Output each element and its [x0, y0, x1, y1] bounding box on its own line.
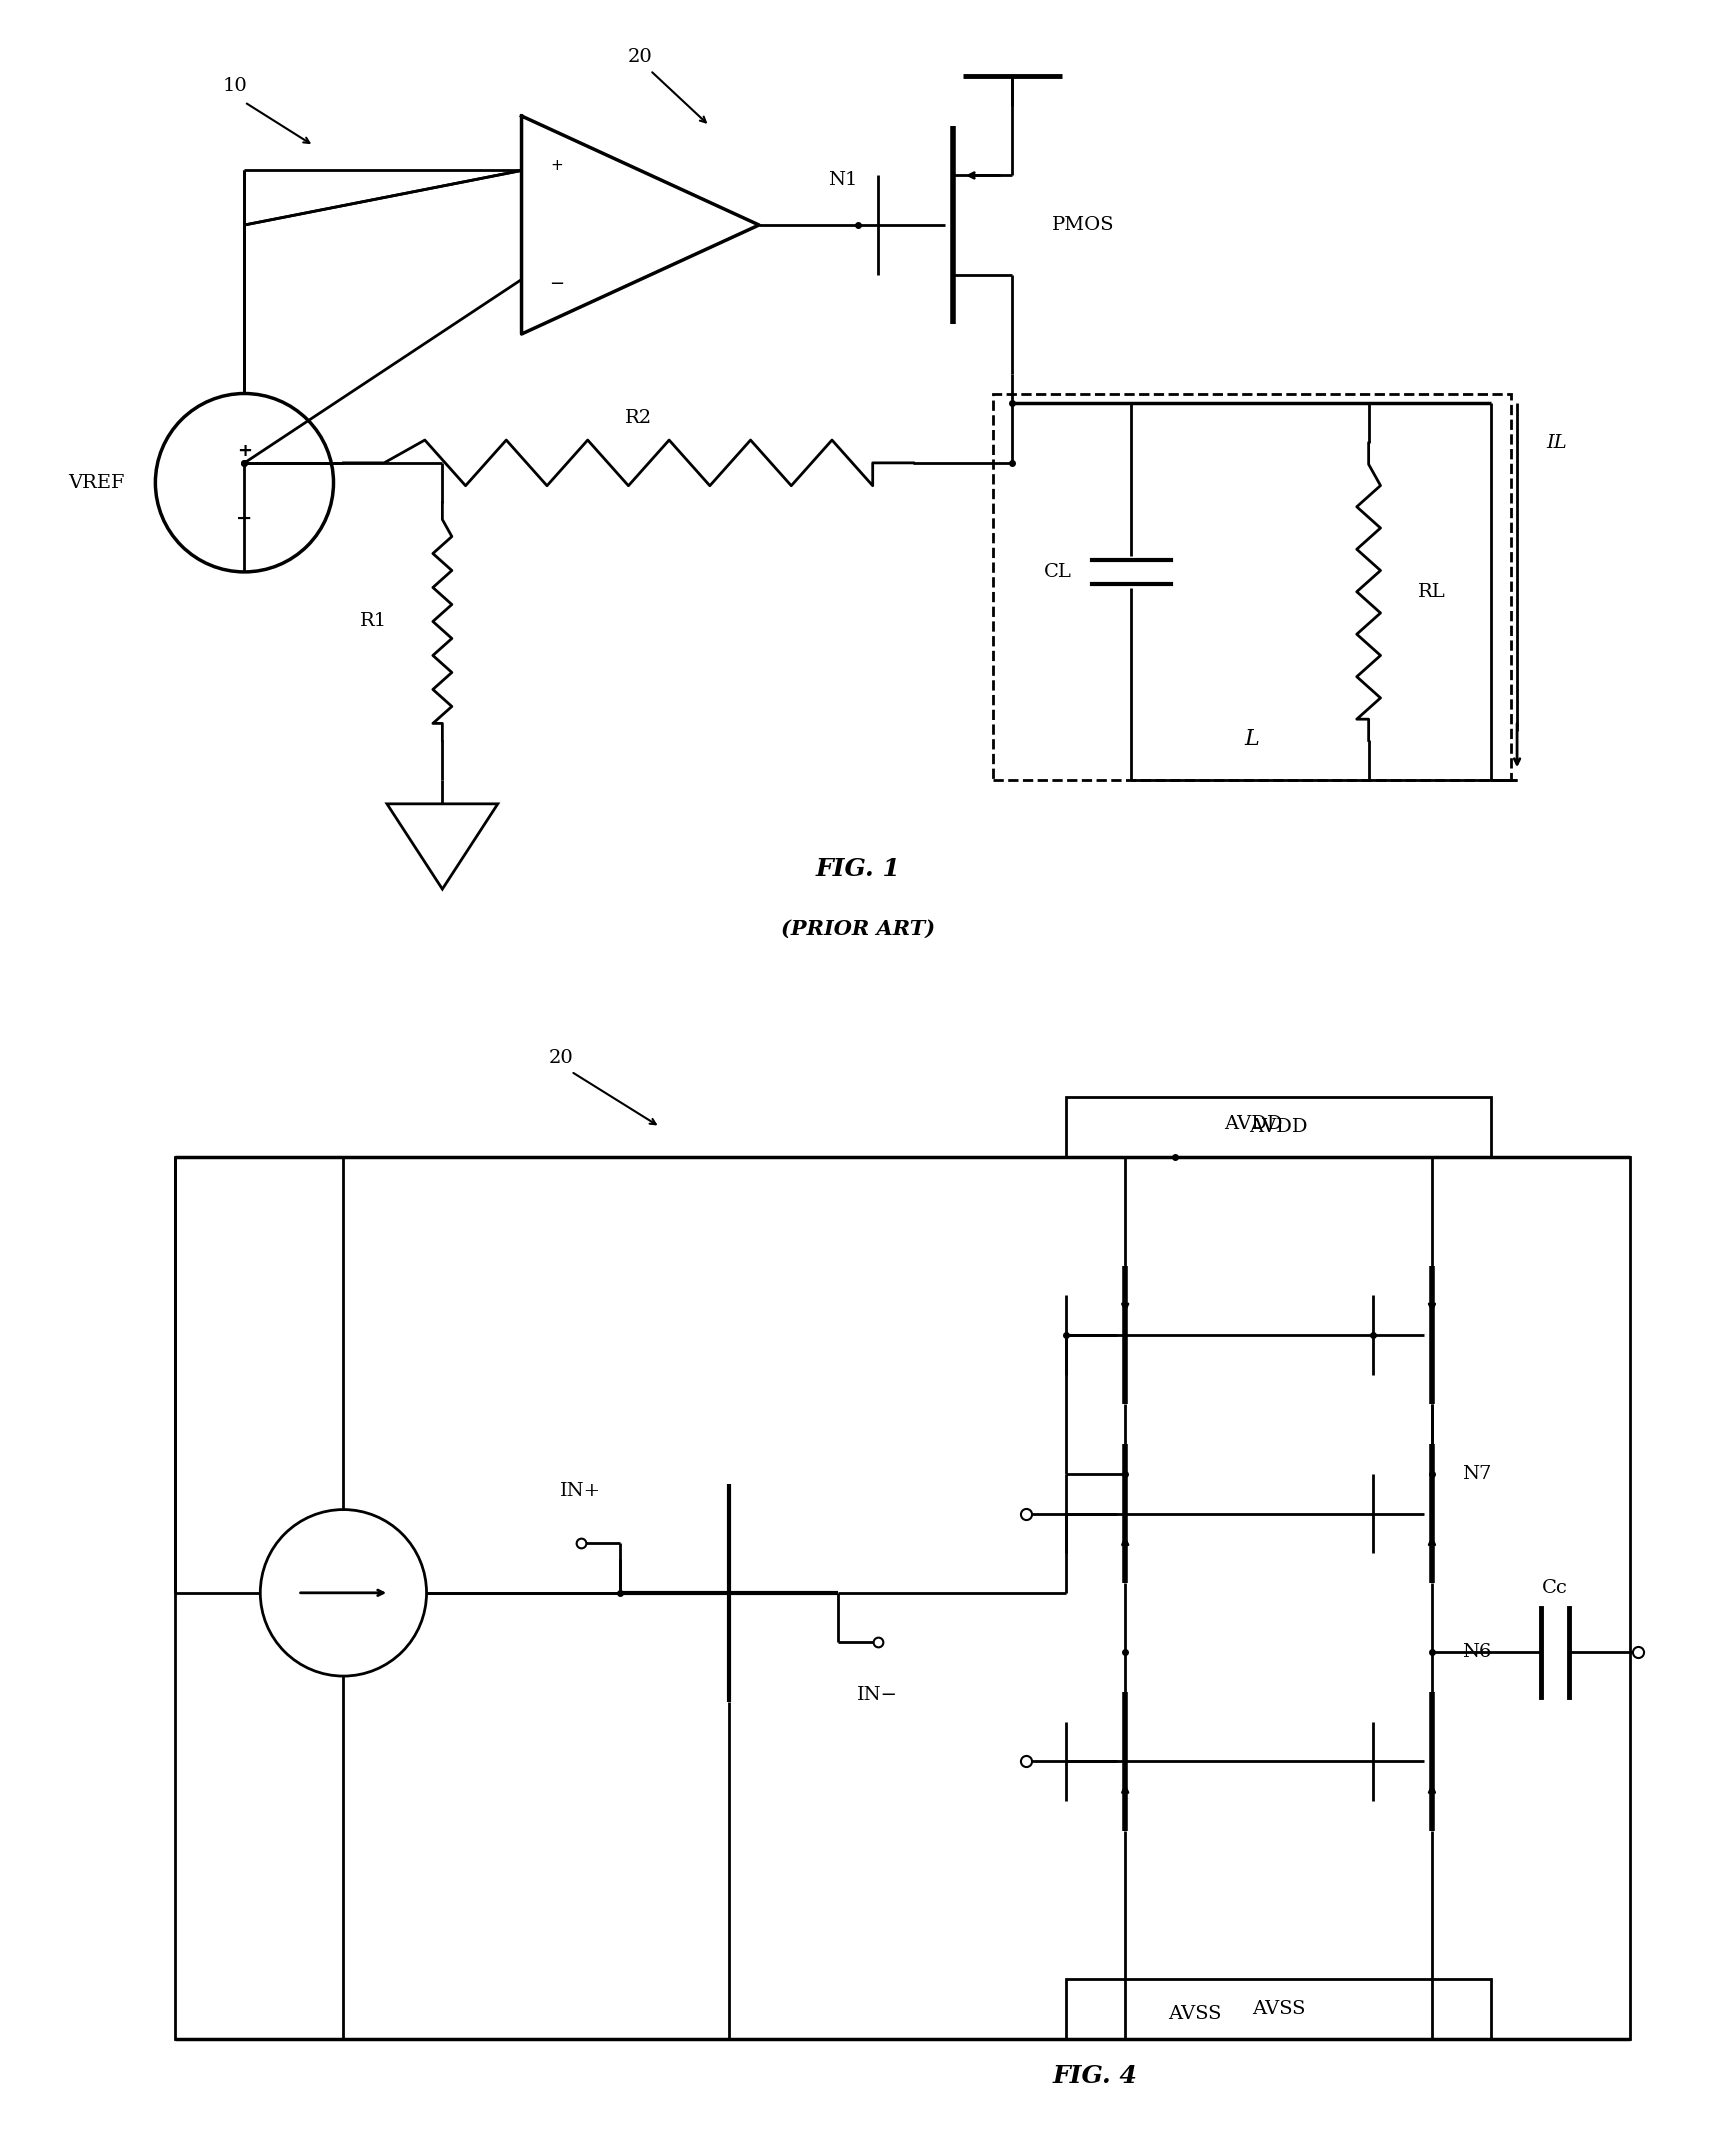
- Text: N7: N7: [1462, 1465, 1491, 1484]
- Text: −: −: [237, 508, 252, 527]
- Text: IN−: IN−: [858, 1687, 897, 1704]
- Text: RL: RL: [1417, 583, 1447, 600]
- Bar: [175, 1157, 1630, 2039]
- Text: 10: 10: [221, 77, 247, 96]
- Text: AVDD: AVDD: [1249, 1119, 1308, 1136]
- Circle shape: [261, 1509, 427, 1676]
- Bar: [1066, 1097, 1491, 1157]
- Text: PMOS: PMOS: [1052, 216, 1114, 235]
- Bar: [992, 393, 1512, 779]
- Text: +: +: [237, 442, 252, 459]
- Text: AVDD: AVDD: [1225, 1114, 1284, 1134]
- Text: VREF: VREF: [67, 474, 124, 491]
- Text: Cc: Cc: [1541, 1578, 1568, 1597]
- Text: AVSS: AVSS: [1169, 2005, 1222, 2024]
- Text: −: −: [549, 275, 565, 292]
- Text: 20: 20: [628, 47, 652, 66]
- Text: 20: 20: [549, 1048, 573, 1068]
- Text: FIG. 4: FIG. 4: [1054, 2065, 1138, 2088]
- Text: AVSS: AVSS: [1253, 2000, 1306, 2018]
- Text: L: L: [1244, 728, 1260, 749]
- Text: R2: R2: [625, 410, 652, 427]
- Text: R1: R1: [360, 613, 386, 630]
- Text: FIG. 1: FIG. 1: [815, 858, 901, 882]
- Text: +: +: [551, 158, 563, 173]
- Text: N1: N1: [829, 171, 858, 190]
- Text: N6: N6: [1462, 1644, 1491, 1661]
- Text: IL: IL: [1546, 433, 1567, 453]
- Text: IN+: IN+: [561, 1482, 602, 1499]
- Bar: [1066, 1979, 1491, 2039]
- Text: (PRIOR ART): (PRIOR ART): [781, 918, 935, 939]
- Text: CL: CL: [1043, 564, 1072, 581]
